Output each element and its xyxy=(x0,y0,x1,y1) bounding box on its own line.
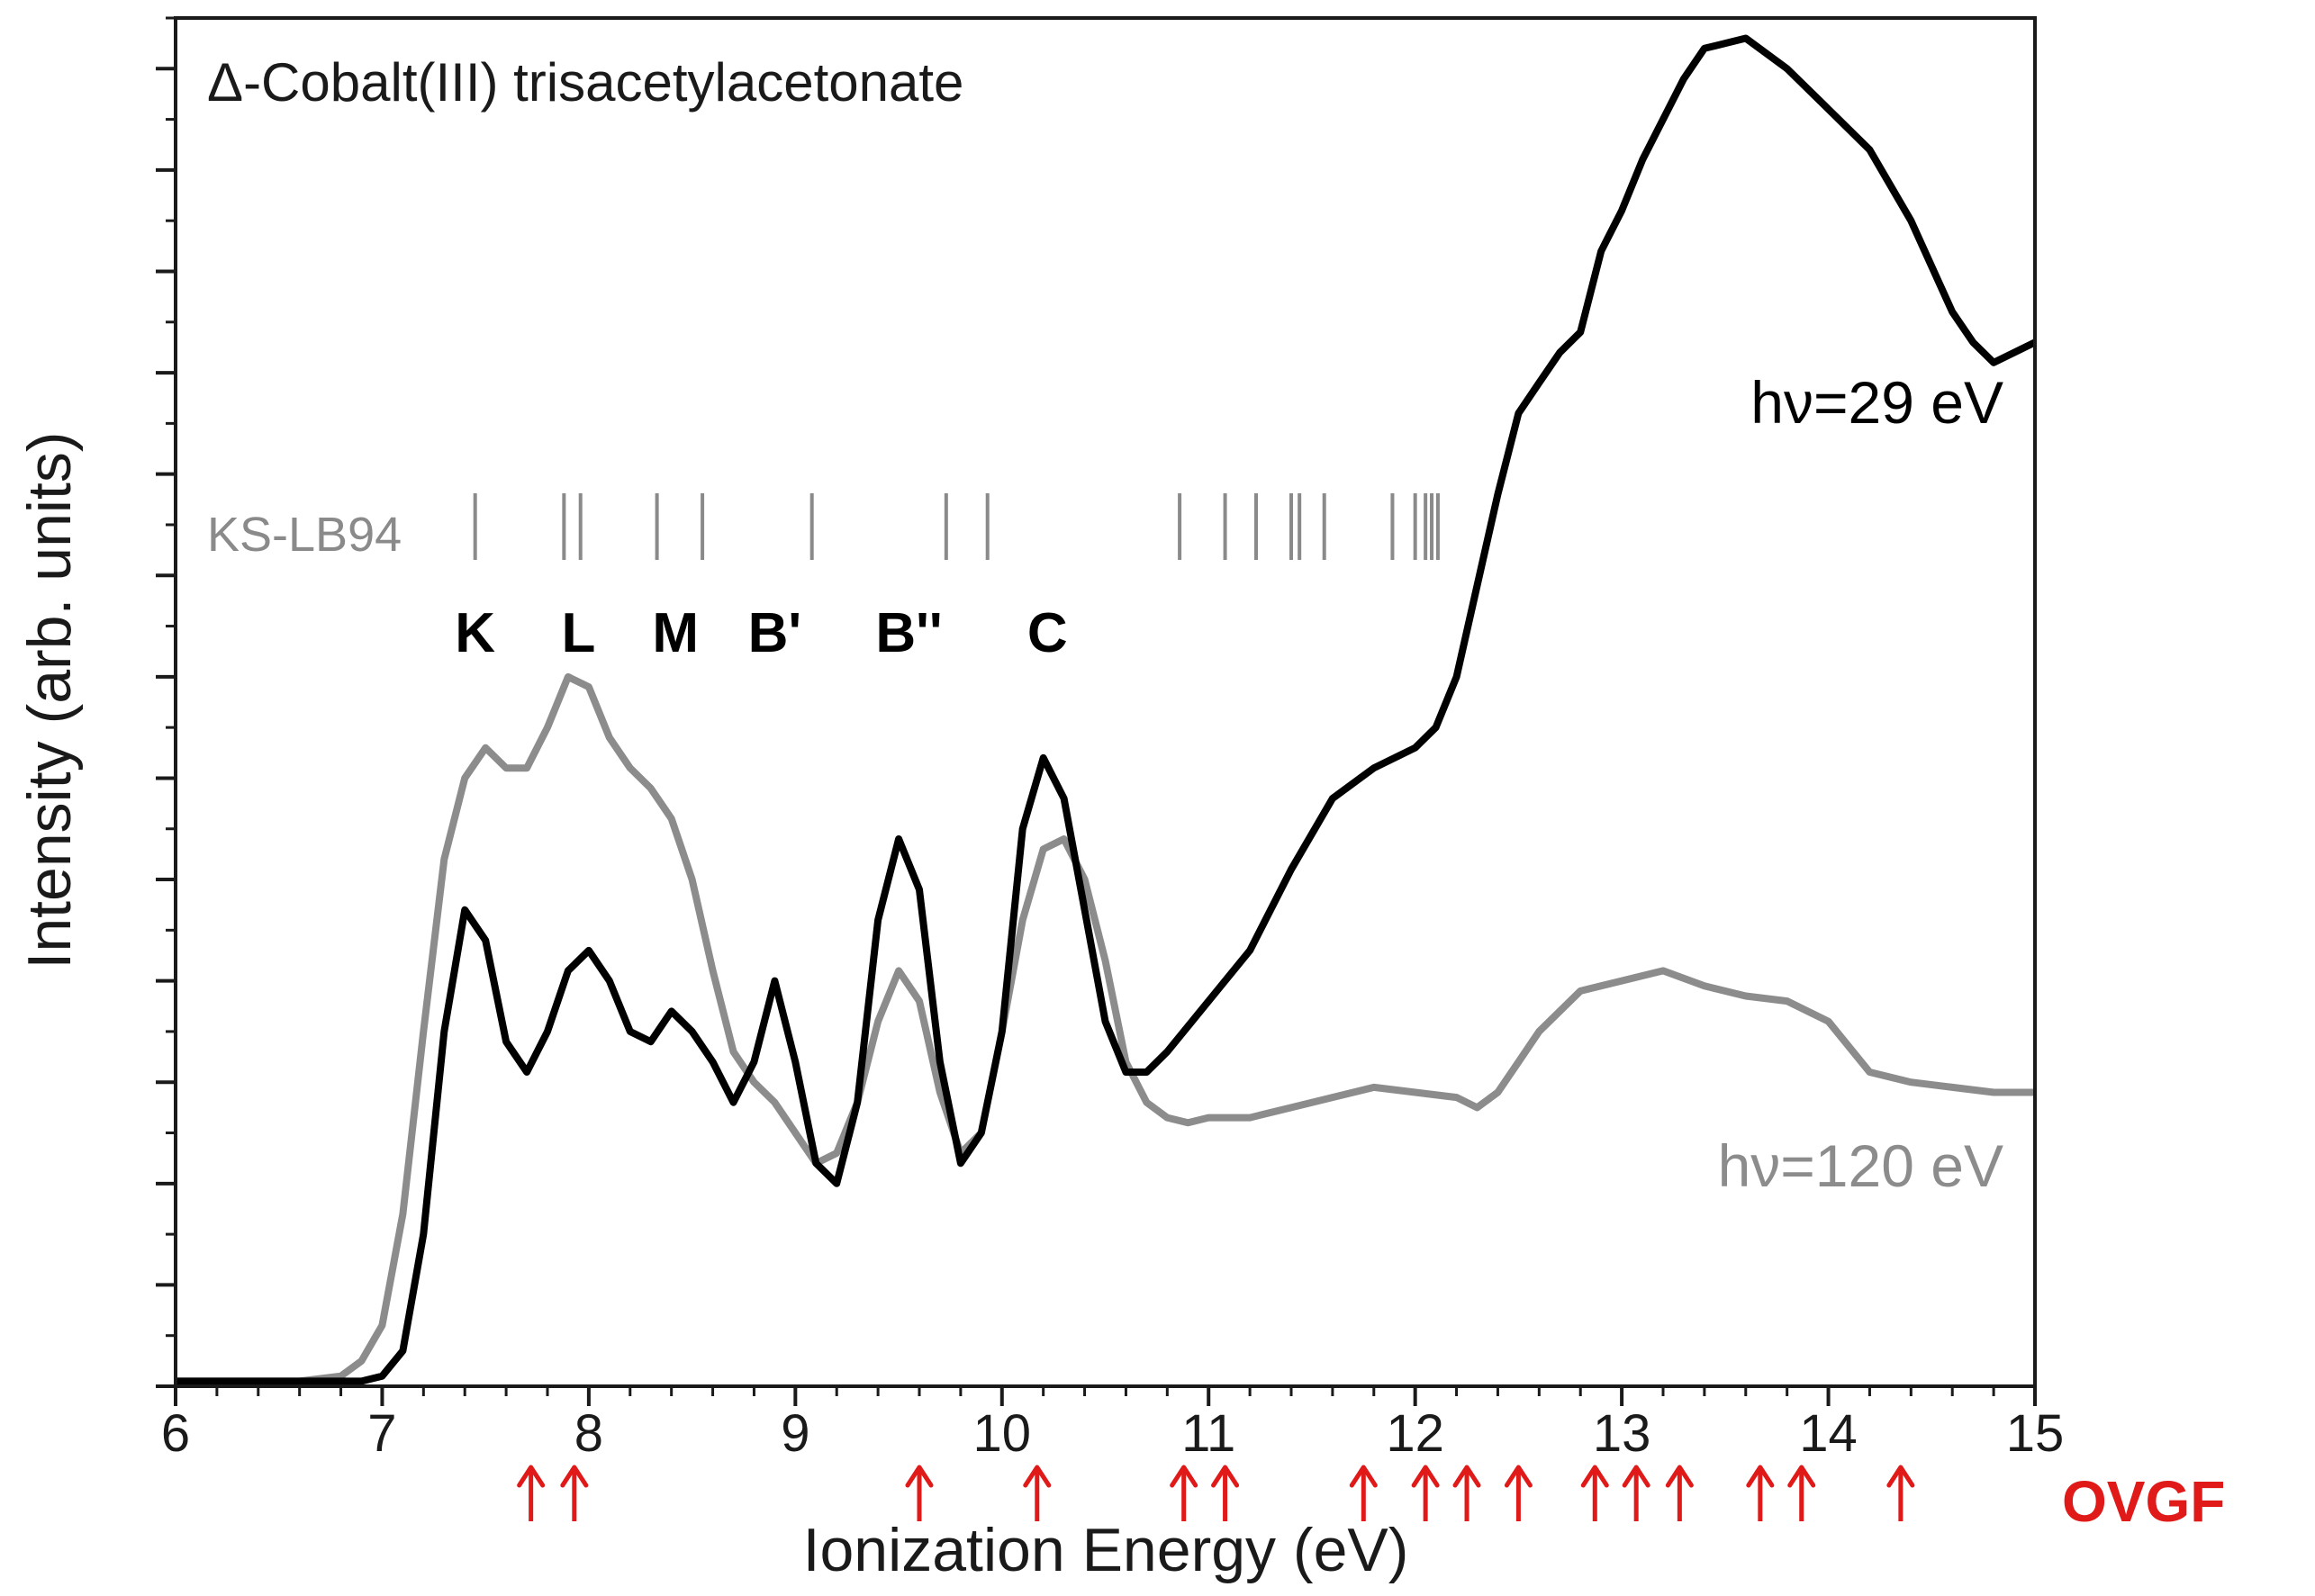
x-tick-label: 9 xyxy=(781,1404,809,1463)
ovgf-arrow xyxy=(1886,1465,1915,1521)
peak-labels: K L M B' B'' C xyxy=(455,602,1067,664)
x-tick-label: 10 xyxy=(973,1404,1032,1463)
series-label-120ev: hν=120 eV xyxy=(1718,1132,2003,1199)
ovgf-arrow xyxy=(1665,1465,1694,1521)
ovgf-arrow xyxy=(1746,1465,1775,1521)
peak-label: M xyxy=(652,602,699,664)
peak-label: C xyxy=(1027,602,1068,664)
x-tick-label: 6 xyxy=(161,1404,190,1463)
x-tick-label: 13 xyxy=(1593,1404,1651,1463)
plot-frame xyxy=(174,16,2037,1388)
ks-lb94-label: KS-LB94 xyxy=(207,508,402,562)
ovgf-arrow xyxy=(517,1465,546,1521)
x-tick-label: 15 xyxy=(2006,1404,2065,1463)
ks-lb94-lines xyxy=(473,493,1440,560)
ovgf-arrow xyxy=(1580,1465,1609,1521)
peak-label: K xyxy=(455,602,495,664)
series-label-29ev: hν=29 eV xyxy=(1750,369,2003,436)
x-tick-label: 11 xyxy=(1181,1404,1235,1463)
x-axis-title: Ionization Energy (eV) xyxy=(803,1516,1409,1584)
peak-label: L xyxy=(561,602,595,664)
ovgf-arrow xyxy=(1023,1465,1052,1521)
ovgf-arrow xyxy=(560,1465,589,1521)
y-axis-title: Intensity (arb. units) xyxy=(15,431,84,969)
ovgf-arrows xyxy=(517,1465,1915,1521)
ovgf-arrow xyxy=(1411,1465,1440,1521)
peak-label: B'' xyxy=(875,602,942,664)
ovgf-arrow xyxy=(1787,1465,1816,1521)
ovgf-arrow xyxy=(1211,1465,1240,1521)
x-tick-label: 14 xyxy=(1799,1404,1858,1463)
ovgf-arrow xyxy=(1504,1465,1533,1521)
x-tick-labels: 6 7 8 9 10 11 12 13 14 15 xyxy=(161,1404,2064,1463)
chart-title: Δ-Cobalt(III) trisacetylacetonate xyxy=(207,52,963,113)
ovgf-label: OVGF xyxy=(2062,1469,2225,1534)
peak-label: B' xyxy=(748,602,802,664)
x-tick-label: 7 xyxy=(367,1404,396,1463)
ovgf-arrow xyxy=(1349,1465,1378,1521)
x-tick-label: 12 xyxy=(1386,1404,1444,1463)
ovgf-arrow xyxy=(1170,1465,1198,1521)
ovgf-arrow xyxy=(1622,1465,1650,1521)
ovgf-arrow xyxy=(905,1465,934,1521)
x-tick-label: 8 xyxy=(574,1404,603,1463)
series-line-29ev xyxy=(176,34,2035,1385)
ovgf-arrow xyxy=(1452,1465,1481,1521)
